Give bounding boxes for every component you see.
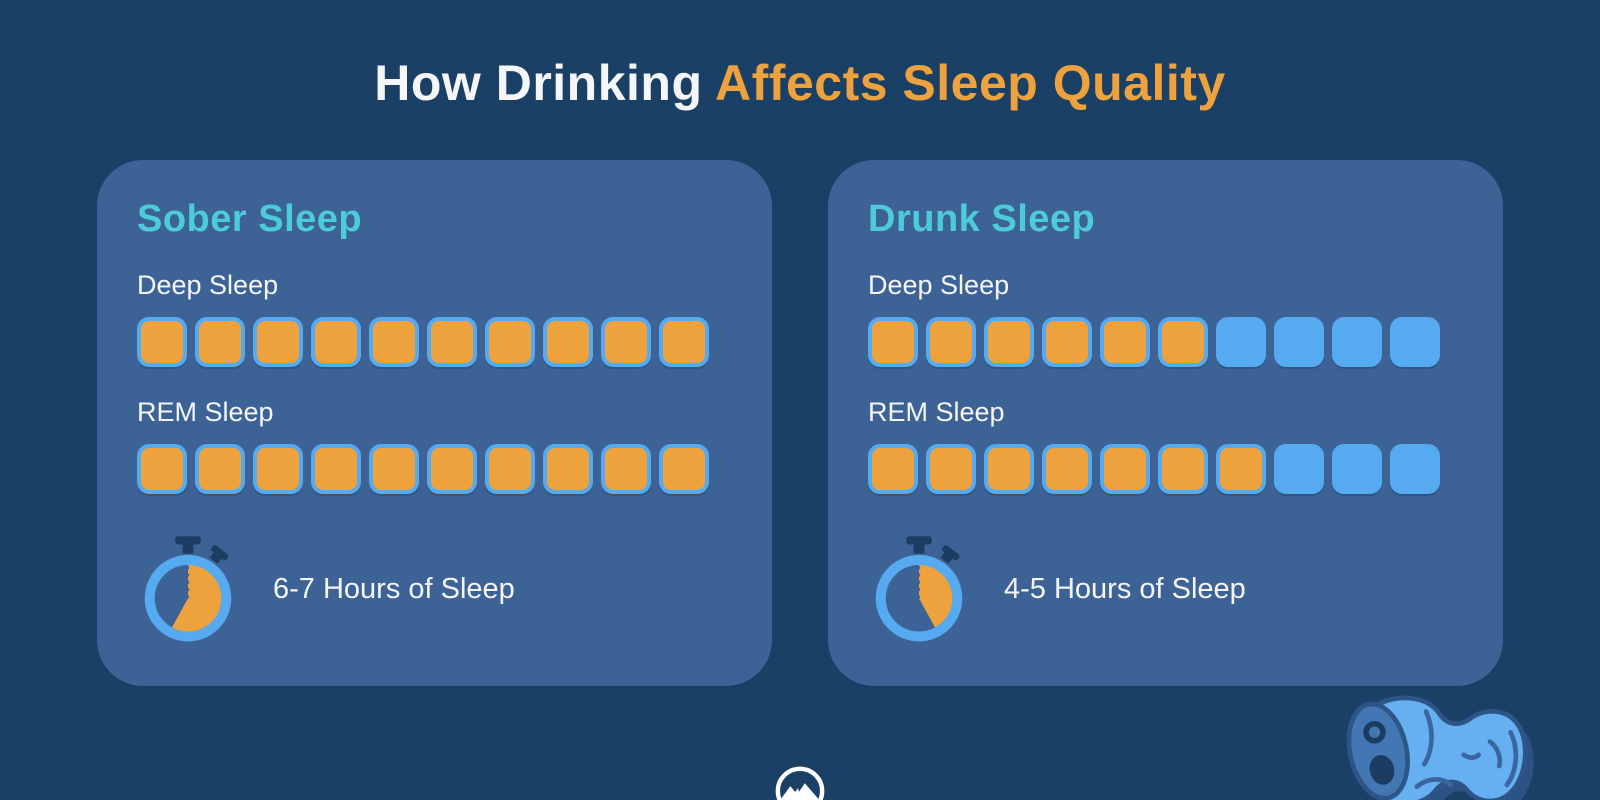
sleep-card-sober: Sober Sleep Deep Sleep REM Sleep 6-7 Hou… <box>97 160 772 686</box>
sleep-duration-label: 6-7 Hours of Sleep <box>273 573 515 606</box>
rem-sleep-units <box>868 443 1463 496</box>
sleep-unit-filled <box>485 443 535 494</box>
card-heading-drunk: Drunk Sleep <box>868 198 1096 240</box>
sleep-unit-filled <box>926 316 976 367</box>
sleep-unit-empty <box>1390 443 1440 494</box>
sleep-unit-filled <box>868 316 918 367</box>
sleep-duration-label: 4-5 Hours of Sleep <box>1004 573 1246 606</box>
sleep-unit-filled <box>369 443 419 494</box>
sleep-unit-filled <box>659 316 709 367</box>
deep-sleep-units <box>137 316 732 369</box>
sleep-unit-filled <box>1216 443 1266 494</box>
sleep-unit-filled <box>253 316 303 367</box>
stopwatch-fill-pie <box>919 564 953 628</box>
page-title-white: How Drinking <box>374 55 703 111</box>
sleep-unit-filled <box>195 316 245 367</box>
sleep-unit-filled <box>601 443 651 494</box>
sleep-unit-filled <box>543 316 593 367</box>
sleep-unit-filled <box>1158 443 1208 494</box>
stopwatch-icon <box>144 536 232 642</box>
page-title: How Drinking Affects Sleep Quality <box>0 54 1600 112</box>
cards-container: Sober Sleep Deep Sleep REM Sleep 6-7 Hou… <box>0 160 1600 686</box>
sleep-unit-empty <box>1332 443 1382 494</box>
sleep-unit-filled <box>659 443 709 494</box>
sleep-unit-filled <box>1042 443 1092 494</box>
sleep-unit-filled <box>1158 316 1208 367</box>
sleep-unit-empty <box>1274 316 1324 367</box>
rem-sleep-label: REM Sleep <box>868 396 1005 427</box>
card-heading-sober: Sober Sleep <box>137 198 363 240</box>
sleep-unit-empty <box>1216 316 1266 367</box>
sleep-unit-empty <box>1332 316 1382 367</box>
sleep-unit-filled <box>427 443 477 494</box>
sleep-unit-filled <box>1100 443 1150 494</box>
can-creases <box>1414 709 1519 790</box>
mountain-logo-icon <box>775 766 825 800</box>
sleep-card-drunk: Drunk Sleep Deep Sleep REM Sleep 4-5 Hou… <box>828 160 1503 686</box>
sleep-unit-filled <box>984 443 1034 494</box>
sleep-unit-empty <box>1274 443 1324 494</box>
sleep-unit-filled <box>369 316 419 367</box>
deep-sleep-label: Deep Sleep <box>137 269 279 300</box>
deep-sleep-units <box>868 316 1463 369</box>
sleep-unit-filled <box>137 443 187 494</box>
sleep-duration-row: 4-5 Hours of Sleep <box>868 534 1463 646</box>
sleep-unit-filled <box>984 316 1034 367</box>
sleep-unit-filled <box>485 316 535 367</box>
can-pull-tab <box>1363 721 1386 744</box>
page-title-highlight: Affects Sleep Quality <box>715 55 1226 111</box>
sleep-unit-filled <box>1100 316 1150 367</box>
sleep-unit-filled <box>1042 316 1092 367</box>
sleep-unit-filled <box>427 316 477 367</box>
sleep-duration-row: 6-7 Hours of Sleep <box>137 534 732 646</box>
sleep-unit-filled <box>137 316 187 367</box>
sleep-unit-empty <box>1390 316 1440 367</box>
sleep-unit-filled <box>543 443 593 494</box>
sleep-unit-filled <box>311 443 361 494</box>
rem-sleep-units <box>137 443 732 496</box>
deep-sleep-label: Deep Sleep <box>868 269 1010 300</box>
stopwatch-icon <box>875 536 963 642</box>
sleep-unit-filled <box>868 443 918 494</box>
sleep-unit-filled <box>253 443 303 494</box>
sleep-unit-filled <box>195 443 245 494</box>
can-opening <box>1369 754 1395 785</box>
sleep-unit-filled <box>926 443 976 494</box>
rem-sleep-label: REM Sleep <box>137 396 274 427</box>
sleep-unit-filled <box>601 316 651 367</box>
stopwatch-fill-pie <box>171 564 222 632</box>
sleep-unit-filled <box>311 316 361 367</box>
crushed-beer-can-illustration <box>1346 695 1534 800</box>
